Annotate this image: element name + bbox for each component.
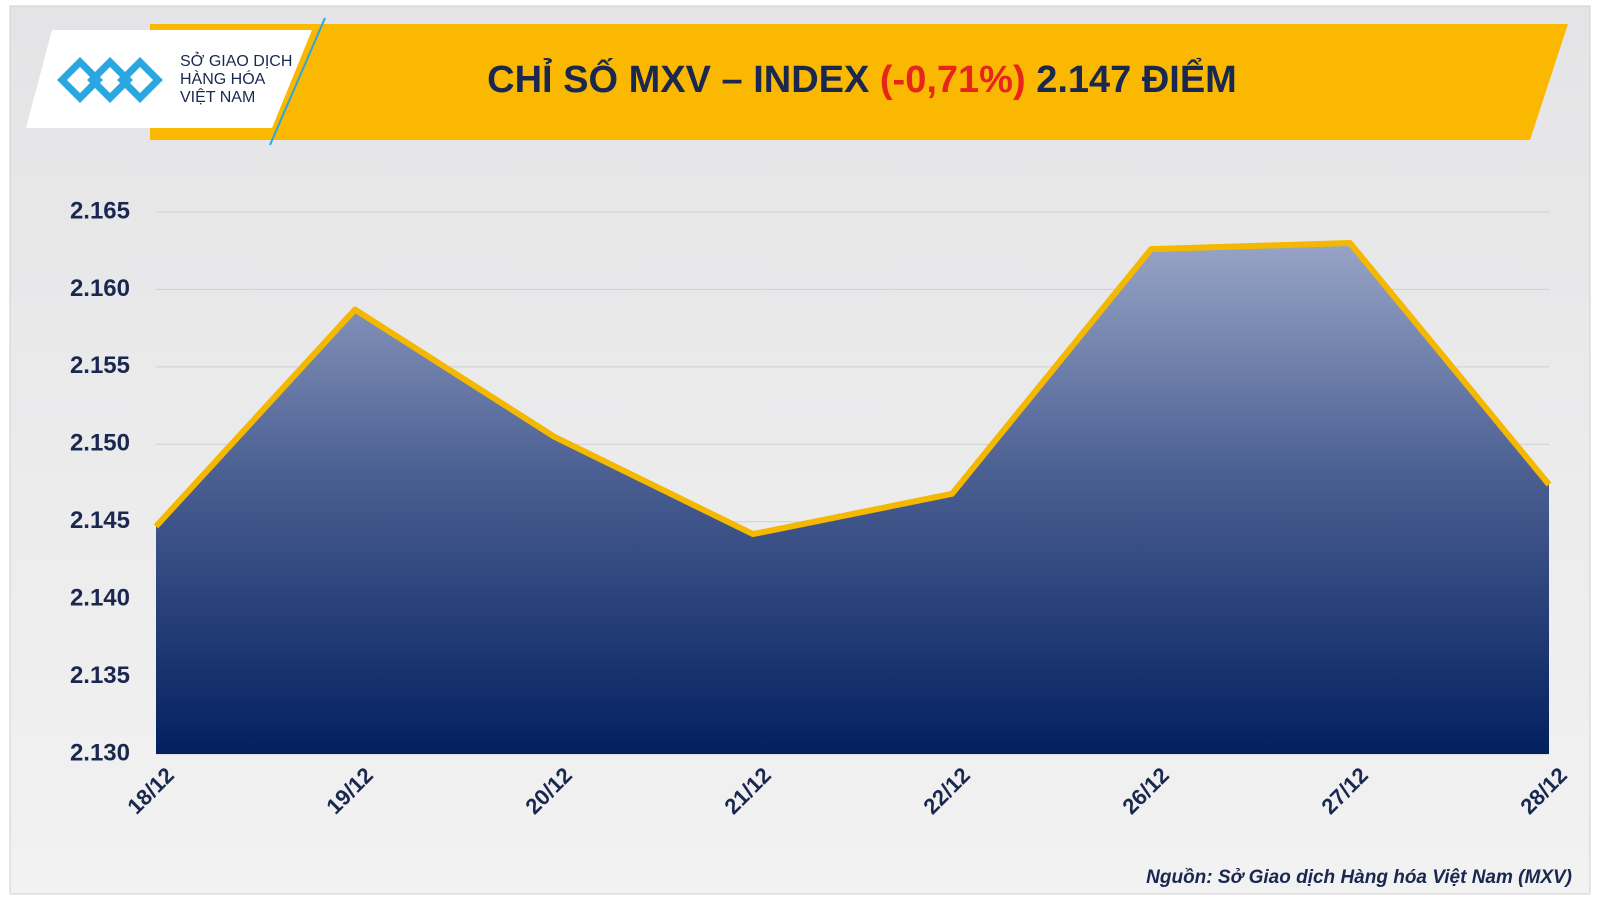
y-tick-label: 2.155: [70, 352, 130, 379]
logo-text: SỞ GIAO DỊCH: [180, 51, 292, 70]
title-value: 2.147 ĐIỂM: [1036, 56, 1237, 101]
logo-text: VIỆT NAM: [180, 87, 255, 106]
source: Nguồn: Sở Giao dịch Hàng hóa Việt Nam (M…: [1146, 867, 1572, 888]
y-tick-label: 2.165: [70, 197, 130, 224]
y-tick-label: 2.145: [70, 507, 130, 534]
y-tick-label: 2.150: [70, 430, 130, 457]
logo-mark: [57, 57, 163, 103]
y-tick-label: 2.130: [70, 739, 130, 766]
area: [156, 242, 1549, 754]
line: [153, 239, 1552, 538]
y-tick-label: 2.140: [70, 584, 130, 611]
chart-title: CHỈ SỐ MXV – INDEX (-0,71%) 2.147 ĐIỂM: [487, 56, 1237, 101]
logo-stripe: [269, 17, 326, 146]
logo-text: HÀNG HÓA: [180, 69, 266, 88]
title-banner: [150, 24, 1568, 140]
title-change: (-0,71%): [880, 59, 1026, 101]
title-main: CHỈ SỐ MXV – INDEX: [487, 56, 870, 101]
logo-box: [26, 30, 312, 128]
y-tick-label: 2.160: [70, 275, 130, 302]
y-tick-label: 2.135: [70, 662, 130, 689]
